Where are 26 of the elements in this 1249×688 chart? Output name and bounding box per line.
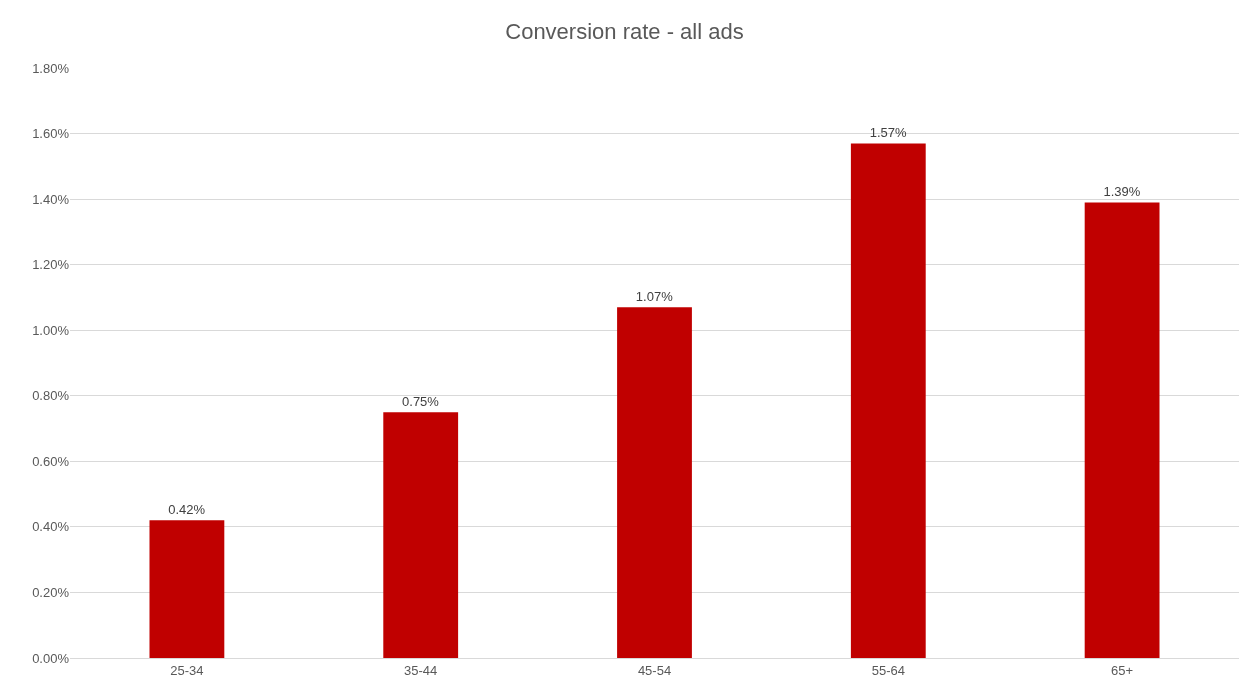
bar	[149, 520, 225, 658]
y-tick-label: 0.00%	[32, 650, 70, 666]
x-tick-label: 25-34	[170, 662, 204, 678]
data-label: 0.75%	[402, 394, 440, 410]
data-label: 1.39%	[1103, 184, 1141, 200]
bar	[383, 412, 459, 658]
data-label: 1.07%	[635, 289, 674, 305]
y-tick-label: 0.20%	[32, 584, 70, 600]
y-tick-label: 0.40%	[32, 519, 70, 535]
bar	[1084, 202, 1160, 658]
y-tick-label: 1.60%	[32, 126, 70, 142]
bar	[617, 307, 692, 658]
y-tick-label: 1.80%	[32, 60, 70, 76]
y-tick-label: 1.00%	[32, 322, 70, 338]
x-tick-label: 35-44	[404, 662, 438, 678]
data-label: 0.42%	[168, 502, 206, 518]
chart-title: Conversion rate - all ads	[505, 19, 744, 45]
y-tick-label: 0.80%	[32, 388, 70, 404]
y-tick-label: 0.60%	[32, 453, 70, 469]
x-tick-label: 55-64	[871, 662, 905, 678]
data-label: 1.57%	[869, 125, 907, 141]
bar	[850, 143, 926, 658]
x-tick-label: 65+	[1111, 662, 1134, 678]
x-tick-label: 45-54	[637, 662, 672, 678]
y-tick-label: 1.20%	[32, 257, 70, 273]
y-tick-label: 1.40%	[32, 191, 70, 207]
